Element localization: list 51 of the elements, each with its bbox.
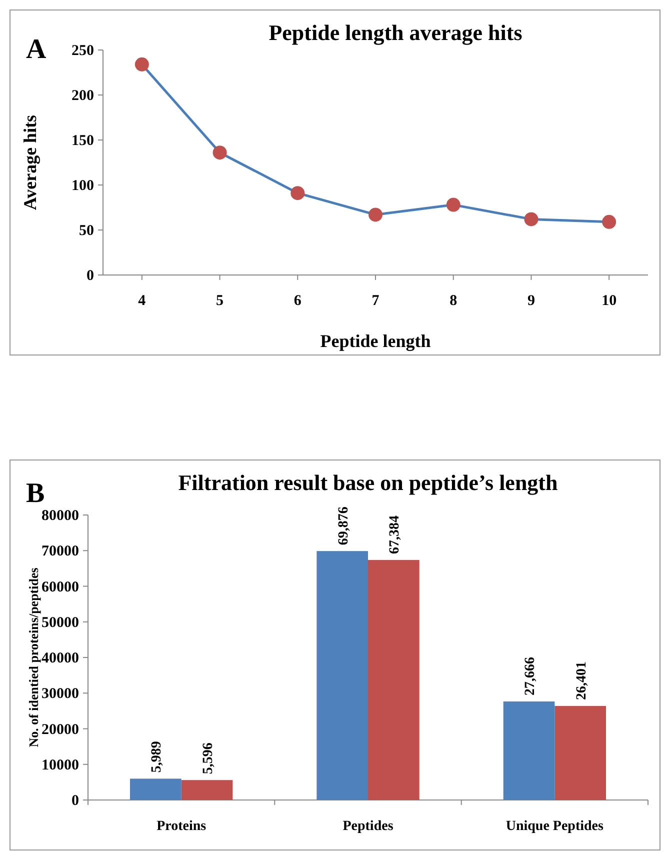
y-tick-label: 0 [86,268,94,284]
text: B [26,478,45,509]
point [524,212,538,226]
x-tick-label: 6 [294,293,302,309]
y-tick-label: 100 [72,178,94,194]
data-label: 27,666 [523,656,538,696]
data-label: 5,596 [201,742,216,774]
x-tick-label: 5 [216,293,224,309]
y-axis-title: Average hits [20,114,40,210]
x-tick-label: 4 [138,293,146,309]
point [602,214,616,229]
y-tick-label: 250 [72,43,94,59]
y-tick-label: 70000 [42,544,79,560]
data-label: 69,876 [336,506,352,546]
y-tick-label: 0 [72,793,79,809]
bar [368,560,420,800]
x-tick-label: Unique Peptides [506,819,604,834]
x-tick-label: Peptides [342,819,394,834]
y-tick-label: 200 [72,88,94,104]
y-tick-label: 30000 [42,686,79,702]
x-tick-label: 7 [372,293,380,309]
y-tick-label: 50 [79,223,94,239]
bar [503,701,555,800]
bar [181,780,233,800]
data-label: 26,401 [574,661,590,700]
y-tick-label: 20000 [42,722,79,738]
bar [316,551,368,800]
x-tick-label: 8 [450,293,458,309]
point [446,198,460,212]
bar [130,778,182,800]
y-tick-label: 150 [72,133,94,149]
text: A [26,34,47,65]
x-tick-label: Proteins [156,819,207,834]
x-tick-label: 10 [602,293,617,309]
data-label: 67,384 [388,515,403,554]
chart-title: Peptide length average hits [268,20,523,45]
x-axis-title: Peptide length [320,331,431,351]
chart-title: Filtration result base on peptide’s length [178,470,558,495]
y-tick-label: 60000 [42,579,79,596]
y-tick-label: 50000 [42,614,79,631]
point [134,57,149,72]
y-tick-label: 40000 [42,650,79,666]
x-tick-label: 9 [527,293,535,309]
y-tick-label: 80000 [42,508,79,524]
y-axis-title: No. of identied proteins/peptides [26,568,41,748]
bar [554,706,606,800]
point [368,208,382,222]
data-label: 5,989 [150,741,165,773]
y-tick-label: 10000 [42,757,79,774]
point [290,186,305,200]
point [212,146,227,160]
